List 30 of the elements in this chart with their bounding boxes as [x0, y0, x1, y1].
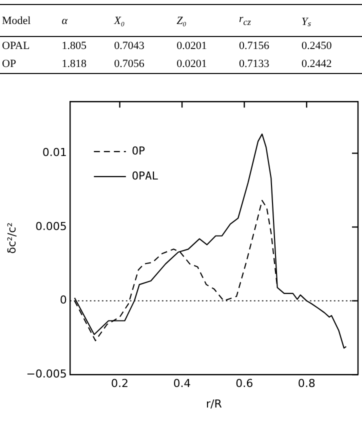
y-tick-label: 0 [60, 294, 67, 307]
text: 1.805 [60, 39, 88, 54]
text: 0.2442 [300, 57, 333, 72]
y-tick-label: 0.005 [35, 220, 67, 233]
x-axis-title: r/R [206, 397, 222, 410]
text: OPAL [1, 39, 31, 54]
x-tick-label: 0.6 [236, 377, 254, 390]
text: 0.7133 [238, 57, 270, 72]
text: Model [0, 4, 60, 36]
y-axis-title: δc²/c² [5, 222, 18, 254]
y-tick-label: −0.005 [26, 367, 67, 380]
text: 1.818 [60, 57, 88, 72]
text: α [60, 4, 112, 36]
text: 0.0201 [176, 39, 208, 54]
text: OP [1, 57, 18, 72]
text: X₀ [112, 4, 175, 36]
text: 0.0201 [176, 57, 208, 72]
text: Z₀ [174, 4, 238, 36]
x-tick-label: 0.4 [173, 377, 191, 390]
x-tick-label: 0.2 [110, 377, 128, 390]
legend-label: OP [132, 144, 146, 158]
text: 0.2450 [300, 39, 333, 54]
text: r$_{cz}$ [237, 4, 300, 36]
text: 0.7043 [113, 39, 146, 54]
y-tick-label: 0.01 [42, 146, 67, 160]
text: 0.7056 [113, 57, 146, 72]
text: 0.7156 [238, 39, 270, 54]
legend-label: OPAL [132, 169, 159, 182]
text: Yₛ [299, 4, 362, 36]
x-tick-label: 0.8 [298, 377, 316, 390]
